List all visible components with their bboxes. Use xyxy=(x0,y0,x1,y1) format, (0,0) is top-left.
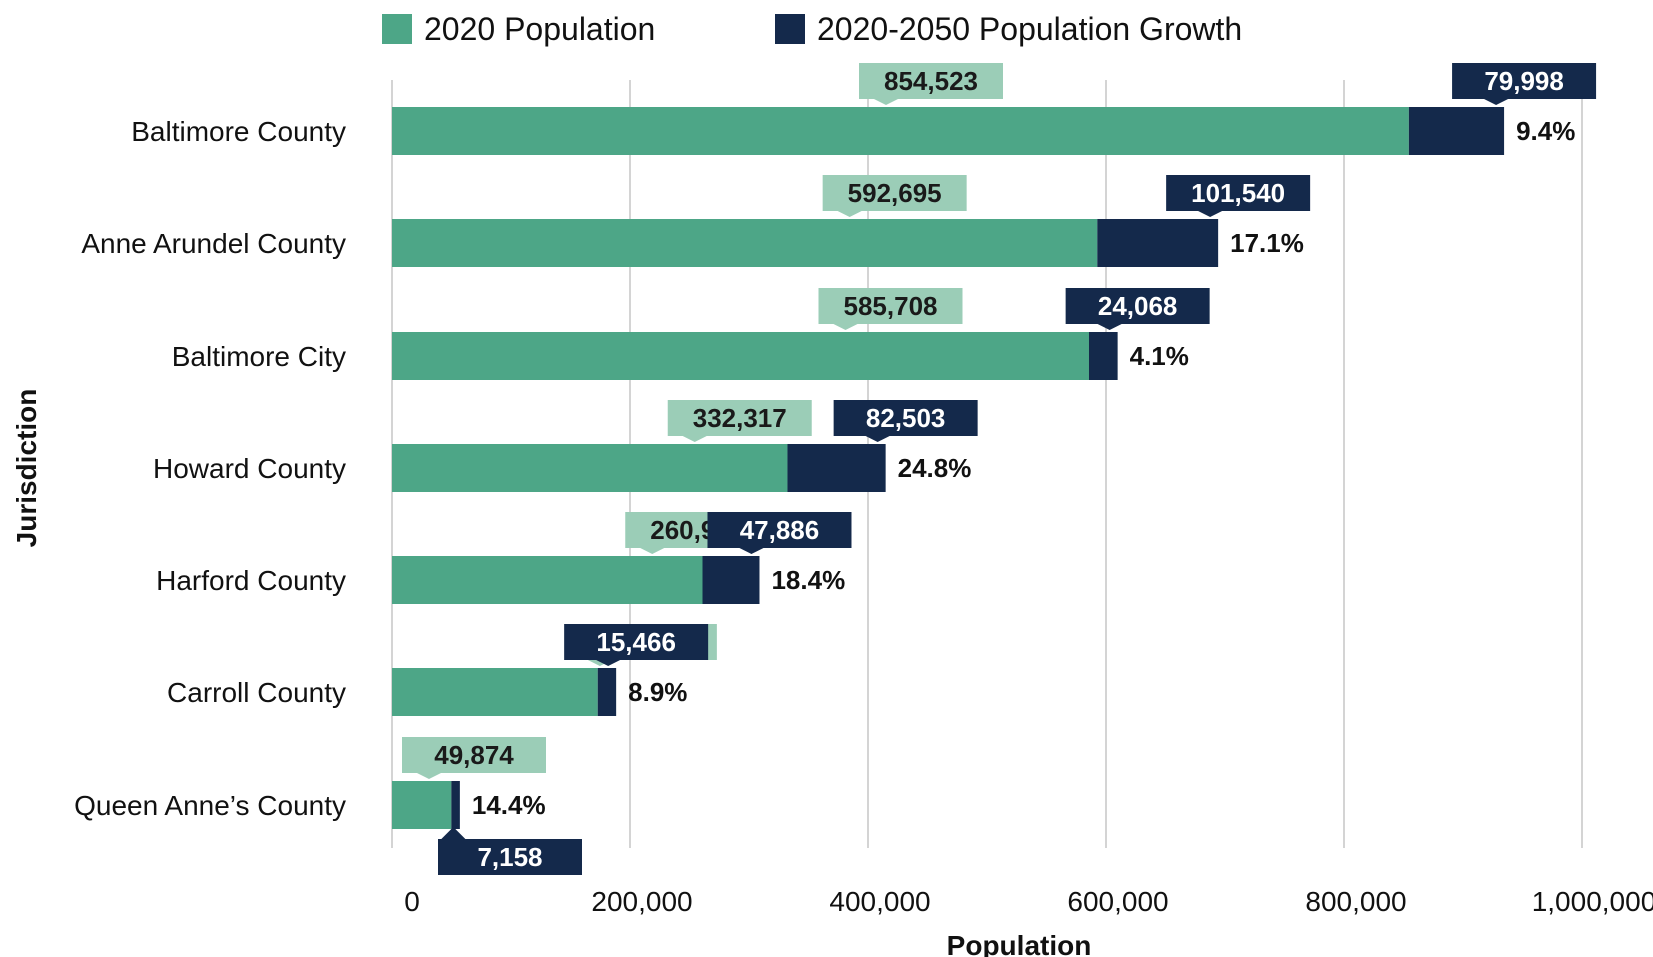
label-population-box xyxy=(818,288,963,324)
bars: 9.4% 17.1% 4.1% 24.8% 18.4% 8.9% 14.4% xyxy=(392,107,1575,829)
label-population-box xyxy=(822,175,967,211)
bar-growth xyxy=(787,444,886,492)
bar-population xyxy=(392,668,598,716)
label-population: 585,708 xyxy=(818,288,963,330)
growth-percent-label: 17.1% xyxy=(1230,228,1304,258)
category-label: Harford County xyxy=(156,565,346,596)
category-label: Queen Anne’s County xyxy=(74,790,346,821)
label-population: 592,695 xyxy=(822,175,967,217)
label-growth-text: 7,158 xyxy=(477,842,542,872)
legend-swatch-growth xyxy=(775,14,805,44)
label-growth: 15,466 xyxy=(564,624,709,666)
label-population-text: 585,708 xyxy=(844,291,938,321)
label-growth-box xyxy=(833,400,978,436)
legend-swatch-population xyxy=(382,14,412,44)
bar-growth xyxy=(597,668,617,716)
category-label: Howard County xyxy=(153,453,346,484)
label-population-pointer xyxy=(837,211,862,217)
label-population-text: 854,523 xyxy=(884,66,978,96)
label-growth: 7,158 xyxy=(438,827,582,875)
x-tick-label: 600,000 xyxy=(1067,886,1168,917)
label-growth-text: 15,466 xyxy=(596,627,676,657)
label-growth-text: 24,068 xyxy=(1098,291,1178,321)
label-growth-pointer xyxy=(1198,211,1223,217)
bar-growth xyxy=(1088,332,1118,380)
category-label: Baltimore City xyxy=(172,341,346,372)
growth-percent-label: 14.4% xyxy=(472,790,546,820)
callouts: 854,523 79,998 592,695 101,540 585,708 24,068… xyxy=(402,63,1597,875)
label-population-box xyxy=(402,737,546,773)
x-tick-label: 200,000 xyxy=(591,886,692,917)
bar-population xyxy=(392,332,1089,380)
label-population-pointer xyxy=(640,548,665,554)
bar-growth xyxy=(1408,107,1505,155)
bar-population xyxy=(392,556,703,604)
label-population-pointer xyxy=(417,773,441,779)
x-tick-labels: 0 200,000 400,000 600,000 800,000 1,000,000 xyxy=(404,886,1653,917)
x-tick-label: 400,000 xyxy=(829,886,930,917)
label-population-pointer xyxy=(874,99,898,105)
label-growth: 79,998 xyxy=(1452,63,1597,105)
label-growth: 47,886 xyxy=(707,512,852,554)
label-growth-box xyxy=(1452,63,1597,99)
label-growth-box xyxy=(1166,175,1311,211)
label-population-pointer xyxy=(833,324,858,330)
legend: 2020 Population 2020-2050 Population Gro… xyxy=(382,11,1242,47)
label-growth-pointer xyxy=(441,827,466,839)
bar-growth xyxy=(451,781,460,829)
category-label: Baltimore County xyxy=(131,116,346,147)
label-population-text: 332,317 xyxy=(693,403,787,433)
label-growth-box xyxy=(438,839,582,875)
legend-label-growth: 2020-2050 Population Growth xyxy=(817,11,1242,47)
label-population-box xyxy=(859,63,1003,99)
label-growth-text: 101,540 xyxy=(1191,178,1285,208)
growth-percent-label: 8.9% xyxy=(628,677,687,707)
bar-growth xyxy=(702,556,760,604)
label-growth-pointer xyxy=(739,548,764,554)
label-growth: 82,503 xyxy=(833,400,978,442)
label-growth-pointer xyxy=(596,660,621,666)
label-population: 49,874 xyxy=(402,737,546,779)
x-axis-title: Population xyxy=(947,930,1092,957)
growth-percent-label: 4.1% xyxy=(1130,341,1189,371)
label-growth-text: 47,886 xyxy=(740,515,820,545)
bar-population xyxy=(392,781,452,829)
x-tick-label: 1,000,000 xyxy=(1532,886,1653,917)
label-population-text: 49,874 xyxy=(434,740,514,770)
category-label: Carroll County xyxy=(167,677,346,708)
label-population: 854,523 xyxy=(859,63,1003,105)
category-labels: Baltimore County Anne Arundel County Balti… xyxy=(74,116,346,821)
x-tick-label: 0 xyxy=(404,886,420,917)
label-population: 332,317 xyxy=(667,400,812,442)
growth-percent-label: 24.8% xyxy=(898,453,972,483)
label-growth: 24,068 xyxy=(1065,288,1210,330)
label-growth-pointer xyxy=(865,436,890,442)
y-axis-title: Jurisdiction xyxy=(11,389,42,548)
label-growth-box xyxy=(564,624,709,660)
label-growth-box xyxy=(707,512,852,548)
bar-growth xyxy=(1097,219,1219,267)
label-growth-pointer xyxy=(1097,324,1122,330)
label-population-text: 592,695 xyxy=(848,178,942,208)
bar-population xyxy=(392,444,788,492)
label-growth: 101,540 xyxy=(1166,175,1311,217)
category-label: Anne Arundel County xyxy=(81,228,346,259)
label-growth-text: 82,503 xyxy=(866,403,946,433)
x-tick-label: 800,000 xyxy=(1305,886,1406,917)
label-growth-box xyxy=(1065,288,1210,324)
bar-population xyxy=(392,219,1098,267)
legend-label-population: 2020 Population xyxy=(424,11,655,47)
growth-percent-label: 9.4% xyxy=(1516,116,1575,146)
bar-population xyxy=(392,107,1409,155)
label-population-box xyxy=(667,400,812,436)
label-population-pointer xyxy=(682,436,707,442)
growth-percent-label: 18.4% xyxy=(771,565,845,595)
label-growth-text: 79,998 xyxy=(1484,66,1564,96)
label-growth-pointer xyxy=(1484,99,1509,105)
